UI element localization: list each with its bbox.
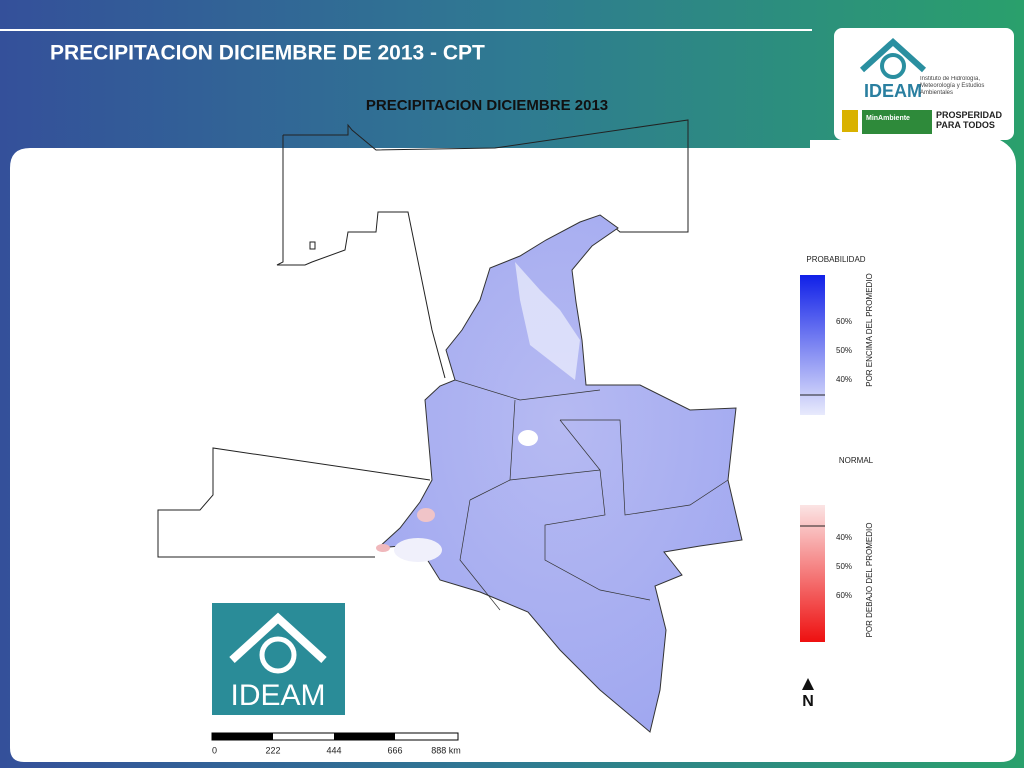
slide-title: PRECIPITACION DICIEMBRE DE 2013 - CPT (50, 42, 485, 65)
scale-segment (334, 733, 395, 740)
department-borders (454, 379, 729, 611)
badge-name: IDEAM (230, 679, 325, 712)
legend-tick: 50% (836, 346, 852, 355)
slogan: PROSPERIDAD PARA TODOS (936, 110, 1003, 130)
scale-label: 444 (326, 745, 341, 755)
badge-roof (229, 612, 327, 663)
logo-institute-box: Instituto de Hidrología, Meteorología y … (920, 76, 985, 96)
logo-swirl (880, 53, 906, 79)
country-map (376, 214, 743, 733)
logo-roof (859, 37, 927, 73)
scale-label: 888 km (431, 745, 461, 755)
below-zone (376, 544, 390, 552)
legend-above-bar (800, 275, 825, 415)
legend-tick: 40% (836, 533, 852, 542)
logo-institute: Instituto de Hidrología, Meteorología y … (920, 76, 985, 96)
island (309, 241, 316, 250)
scale-label: 222 (265, 745, 280, 755)
map-title: PRECIPITACION DICIEMBRE 2013 (366, 97, 608, 114)
legend-tick: 50% (836, 562, 852, 571)
legend-below-label: POR DEBAJO DEL PROMEDIO (865, 523, 874, 638)
scale-label: 666 (387, 745, 402, 755)
legend-heading: PROBABILIDAD (806, 255, 865, 264)
badge-swirl (259, 636, 297, 674)
coat-of-arms (842, 110, 858, 132)
normal-zone (518, 430, 538, 446)
logo-name: IDEAM (864, 81, 922, 101)
legend-above-label: POR ENCIMA DEL PROMEDIO (865, 273, 874, 387)
legend-tick: 60% (836, 317, 852, 326)
ministry-box (862, 110, 932, 134)
normal-zone (515, 262, 580, 380)
below-zone (417, 508, 435, 522)
ministry: MinAmbiente (866, 115, 910, 122)
legend-tick: 40% (836, 375, 852, 384)
legend-below-bar (800, 505, 825, 642)
normal-zone (394, 538, 442, 562)
legend-tick: 60% (836, 591, 852, 600)
scale-label: 0 (212, 745, 217, 755)
legend-normal: NORMAL (839, 456, 874, 465)
territory-border (157, 119, 689, 558)
north-arrow (802, 678, 814, 690)
slogan-box: PROSPERIDAD PARA TODOS (936, 110, 1003, 130)
scale-segment (212, 733, 273, 740)
north-label: N (802, 693, 814, 710)
